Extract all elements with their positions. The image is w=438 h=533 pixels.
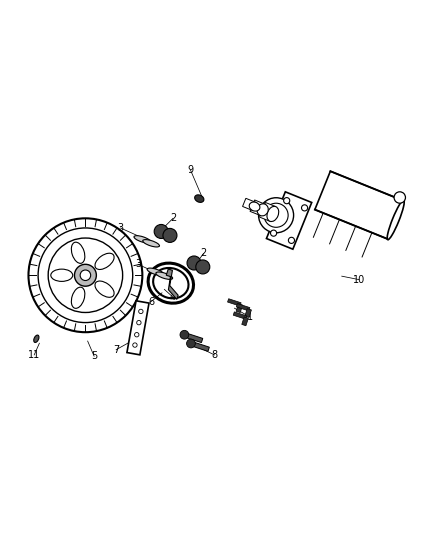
- Circle shape: [394, 192, 406, 203]
- Polygon shape: [245, 309, 251, 318]
- Text: 5: 5: [91, 351, 97, 361]
- Circle shape: [139, 309, 143, 313]
- Circle shape: [154, 224, 168, 238]
- Polygon shape: [266, 192, 312, 249]
- Ellipse shape: [387, 200, 404, 240]
- Text: 8: 8: [212, 350, 218, 360]
- Ellipse shape: [134, 236, 151, 243]
- Ellipse shape: [51, 269, 73, 281]
- Ellipse shape: [257, 204, 268, 216]
- Circle shape: [134, 333, 139, 337]
- Ellipse shape: [264, 203, 288, 227]
- Ellipse shape: [249, 202, 260, 211]
- Ellipse shape: [258, 198, 293, 233]
- Polygon shape: [260, 203, 276, 221]
- Ellipse shape: [147, 268, 164, 276]
- Circle shape: [28, 219, 142, 332]
- Circle shape: [271, 230, 277, 236]
- Text: 9: 9: [187, 165, 194, 175]
- Text: 2: 2: [201, 248, 207, 259]
- Polygon shape: [242, 317, 248, 326]
- Polygon shape: [227, 298, 241, 306]
- Circle shape: [288, 237, 294, 244]
- Circle shape: [187, 256, 201, 270]
- Polygon shape: [127, 301, 149, 355]
- Ellipse shape: [71, 287, 85, 308]
- Text: 3: 3: [117, 223, 124, 233]
- Ellipse shape: [71, 242, 85, 263]
- Circle shape: [180, 330, 189, 339]
- Text: 11: 11: [28, 350, 40, 360]
- Ellipse shape: [194, 195, 204, 203]
- Circle shape: [133, 343, 137, 348]
- Ellipse shape: [95, 281, 114, 297]
- Circle shape: [163, 229, 177, 243]
- Polygon shape: [250, 200, 265, 215]
- Text: 6: 6: [148, 296, 154, 306]
- Ellipse shape: [156, 272, 173, 279]
- Polygon shape: [315, 171, 403, 239]
- Polygon shape: [243, 198, 256, 211]
- Text: 4: 4: [170, 292, 176, 302]
- Circle shape: [301, 205, 307, 211]
- Polygon shape: [236, 303, 250, 311]
- Text: 2: 2: [170, 213, 176, 223]
- Text: 7: 7: [113, 345, 119, 355]
- Polygon shape: [236, 304, 243, 313]
- Ellipse shape: [34, 335, 39, 343]
- Circle shape: [187, 339, 195, 348]
- Circle shape: [196, 260, 210, 274]
- Circle shape: [48, 238, 123, 312]
- Circle shape: [284, 198, 290, 204]
- Circle shape: [137, 320, 141, 325]
- Polygon shape: [183, 333, 203, 343]
- Ellipse shape: [95, 253, 114, 270]
- Ellipse shape: [143, 240, 159, 247]
- Text: 10: 10: [353, 274, 365, 285]
- Text: 3: 3: [135, 260, 141, 269]
- Circle shape: [80, 270, 91, 280]
- Text: 1: 1: [247, 312, 253, 322]
- Polygon shape: [189, 341, 209, 351]
- Polygon shape: [166, 269, 178, 300]
- Ellipse shape: [267, 206, 279, 222]
- Circle shape: [74, 264, 96, 286]
- Circle shape: [38, 228, 133, 322]
- Polygon shape: [233, 312, 247, 319]
